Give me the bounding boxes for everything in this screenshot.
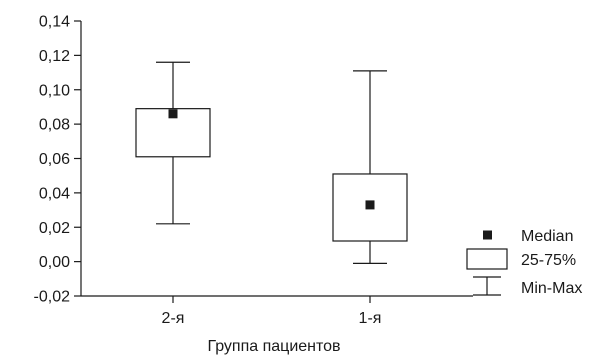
median-marker (365, 200, 375, 210)
legend-item: Median (483, 228, 573, 245)
x-axis-title: Группа пациентов (207, 338, 340, 355)
y-axis: -0,02 0,00 0,02 0,04 0,06 0,08 0,10 0,12 0,14 (34, 14, 82, 306)
x-tick-label: 1-я (359, 310, 382, 327)
y-tick-label: 0,00 (39, 254, 70, 271)
y-tick-label: 0,02 (39, 220, 70, 237)
box-group (332, 70, 408, 264)
legend-label: Median (521, 228, 573, 245)
box-group (135, 61, 211, 225)
legend-label: Min-Max (521, 280, 582, 297)
y-tick-label: 0,06 (39, 151, 70, 168)
x-tick-label: 2-я (162, 310, 185, 327)
y-tick-label: -0,02 (34, 289, 71, 306)
y-tick-label: 0,12 (39, 48, 70, 65)
x-axis: 2-я 1-я (81, 295, 473, 327)
legend: Median 25-75% Min-Max (466, 228, 582, 297)
legend-label: 25-75% (521, 252, 576, 269)
y-tick-label: 0,08 (39, 117, 70, 134)
y-tick-label: 0,10 (39, 82, 70, 99)
legend-median-symbol (483, 230, 492, 240)
box-series (135, 61, 408, 264)
legend-item: Min-Max (473, 276, 582, 297)
legend-box-symbol (466, 248, 508, 270)
median-marker (168, 109, 178, 119)
legend-item: 25-75% (466, 248, 576, 270)
y-tick-label: 0,14 (39, 14, 70, 31)
y-tick-label: 0,04 (39, 185, 70, 202)
